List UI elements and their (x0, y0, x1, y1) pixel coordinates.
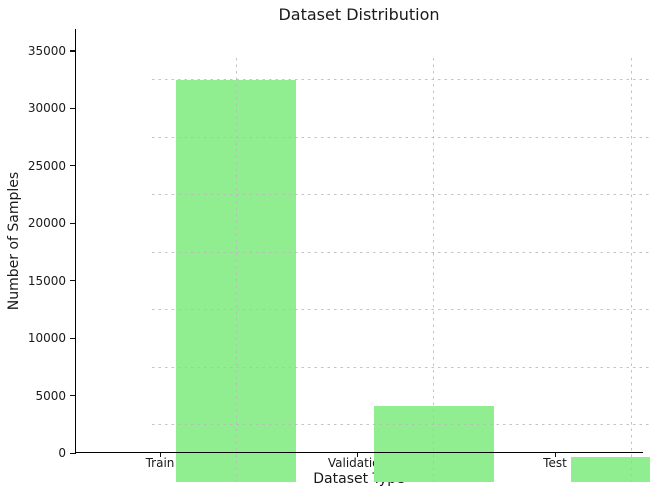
y-tick-label: 20000 (27, 216, 66, 231)
bar (373, 406, 494, 482)
x-tick-mark (357, 452, 359, 457)
plot-area (76, 29, 650, 482)
bar (176, 79, 296, 482)
y-tick-mark (70, 222, 75, 224)
y-tick-mark (70, 165, 75, 167)
y-tick-label: 10000 (27, 331, 66, 346)
x-tick-label: Test (543, 456, 567, 470)
y-tick-mark (70, 107, 75, 109)
y-axis-label: Number of Samples (6, 171, 22, 311)
y-tick-label: 5000 (35, 388, 66, 403)
y-tick-mark (70, 452, 75, 454)
y-tick-mark (70, 50, 75, 52)
y-tick-label: 25000 (27, 158, 66, 173)
bars-layer (152, 58, 650, 482)
y-tick-label: 35000 (27, 43, 66, 58)
y-tick-label: 0 (58, 446, 66, 460)
y-tick-mark (70, 280, 75, 282)
x-tick-mark (554, 452, 556, 457)
left-spine (74, 29, 76, 454)
x-tick-label: Validation (327, 456, 388, 470)
chart-title: Dataset Distribution (278, 5, 440, 24)
y-tick-mark (70, 395, 75, 397)
y-tick-mark (70, 337, 75, 339)
x-tick-mark (159, 452, 161, 457)
bottom-spine (74, 451, 643, 453)
y-tick-label: 15000 (27, 273, 66, 288)
bar (571, 456, 650, 482)
x-tick-label: Train (145, 456, 175, 470)
y-tick-label: 30000 (27, 101, 66, 116)
